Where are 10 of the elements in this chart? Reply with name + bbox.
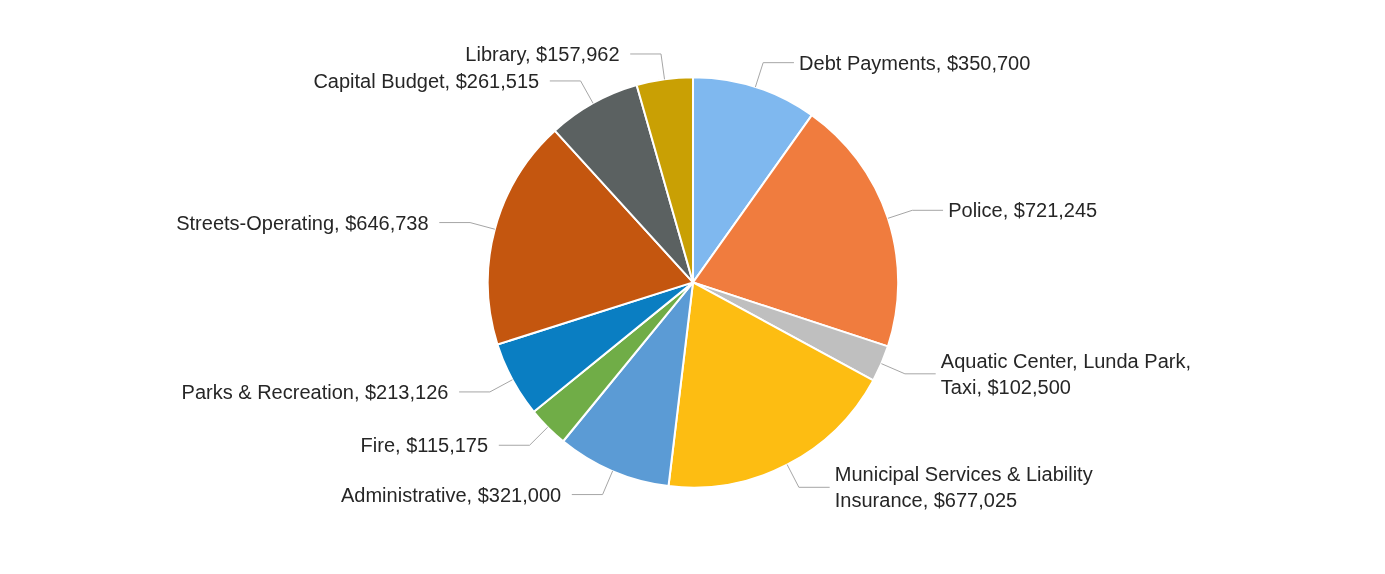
slice-label: Administrative, $321,000 [341,483,562,506]
slice-label: Capital Budget, $261,515 [313,69,540,92]
slice-label: Parks & Recreation, $213,126 [181,380,449,403]
slice-label: Aquatic Center, Lunda Park, Taxi, $102,500 [940,349,1191,399]
slice-label: Debt Payments, $350,700 [799,51,1031,74]
slice-label: Municipal Services & Liability Insurance, $677,025 [834,463,1093,512]
slice-label: Police, $721,245 [948,199,1098,222]
slice-label: Streets-Operating, $646,738 [176,211,429,234]
slice-label: Library, $157,962 [465,42,620,65]
slice-label: Fire, $115,175 [360,434,489,457]
